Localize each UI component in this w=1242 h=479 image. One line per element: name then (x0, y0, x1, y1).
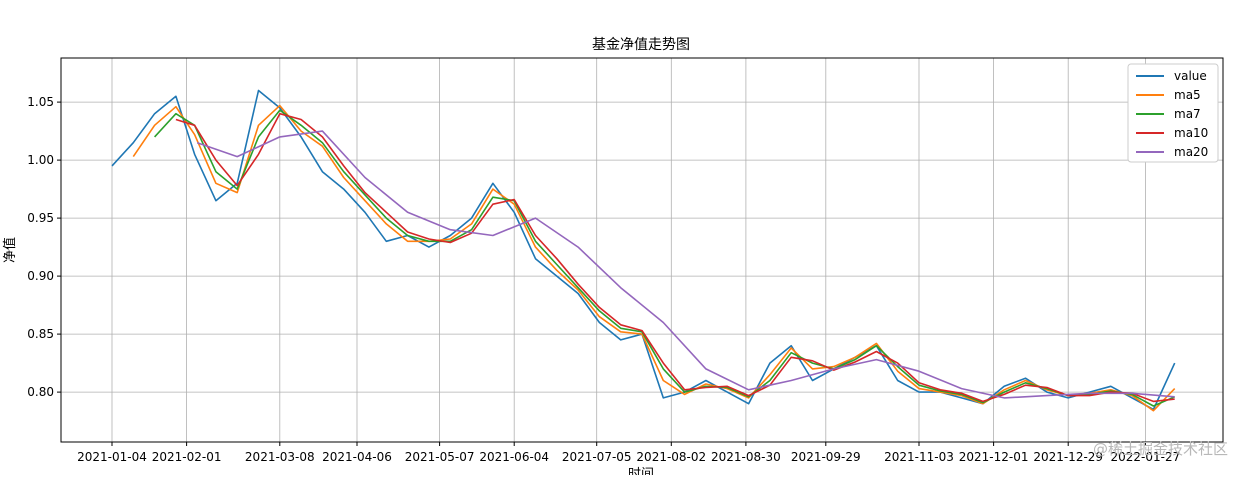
y-axis-label: 净值 (2, 237, 18, 263)
legend: value ma5 ma7 ma10 ma20 (1127, 63, 1219, 163)
x-axis-label: 时间 (628, 467, 654, 475)
legend-label-value: value (1174, 69, 1207, 83)
series-lines (111, 89, 1176, 412)
legend-label-ma20: ma20 (1174, 145, 1208, 159)
legend-label-ma10: ma10 (1174, 126, 1208, 140)
legend-label-ma7: ma7 (1174, 107, 1201, 121)
x-tick-label: 2021-04-06 (322, 450, 392, 464)
x-tick-label: 2022-01-27 (1111, 450, 1181, 464)
y-tick-label: 1.05 (27, 95, 54, 109)
x-axis-ticks: 2021-01-04 2021-02-01 2021-03-08 2021-04-06… (77, 442, 1180, 464)
plot-frame (60, 57, 1224, 443)
y-tick-label: 0.80 (27, 385, 54, 399)
x-tick-label: 2021-12-29 (1033, 450, 1103, 464)
x-tick-label: 2021-06-04 (479, 450, 549, 464)
series-line-value (111, 89, 1176, 411)
series-line-ma7 (154, 109, 1176, 407)
x-tick-label: 2021-12-01 (959, 450, 1029, 464)
grid-lines (61, 58, 1223, 442)
x-tick-label: 2021-01-04 (77, 450, 147, 464)
x-tick-label: 2021-08-02 (636, 450, 706, 464)
y-axis-ticks: 0.80 0.85 0.90 0.95 1.00 1.05 (27, 95, 61, 399)
legend-box (1127, 63, 1219, 163)
y-tick-label: 0.95 (27, 211, 54, 225)
watermark: @稀土掘金技术社区 (1092, 440, 1228, 458)
x-tick-label: 2021-07-05 (562, 450, 632, 464)
y-tick-label: 0.90 (27, 269, 54, 283)
series-line-ma10 (175, 112, 1175, 403)
x-tick-label: 2021-09-29 (791, 450, 861, 464)
x-tick-label: 2021-11-03 (884, 450, 954, 464)
series-line-ma5 (132, 104, 1176, 412)
series-line-ma20 (196, 130, 1175, 399)
y-tick-label: 1.00 (27, 153, 54, 167)
legend-label-ma5: ma5 (1174, 88, 1201, 102)
x-tick-label: 2021-02-01 (152, 450, 222, 464)
y-tick-label: 0.85 (27, 327, 54, 341)
chart-title: 基金净值走势图 (592, 36, 690, 53)
x-tick-label: 2021-05-07 (405, 450, 475, 464)
x-tick-label: 2021-03-08 (245, 450, 315, 464)
x-tick-label: 2021-08-30 (711, 450, 781, 464)
